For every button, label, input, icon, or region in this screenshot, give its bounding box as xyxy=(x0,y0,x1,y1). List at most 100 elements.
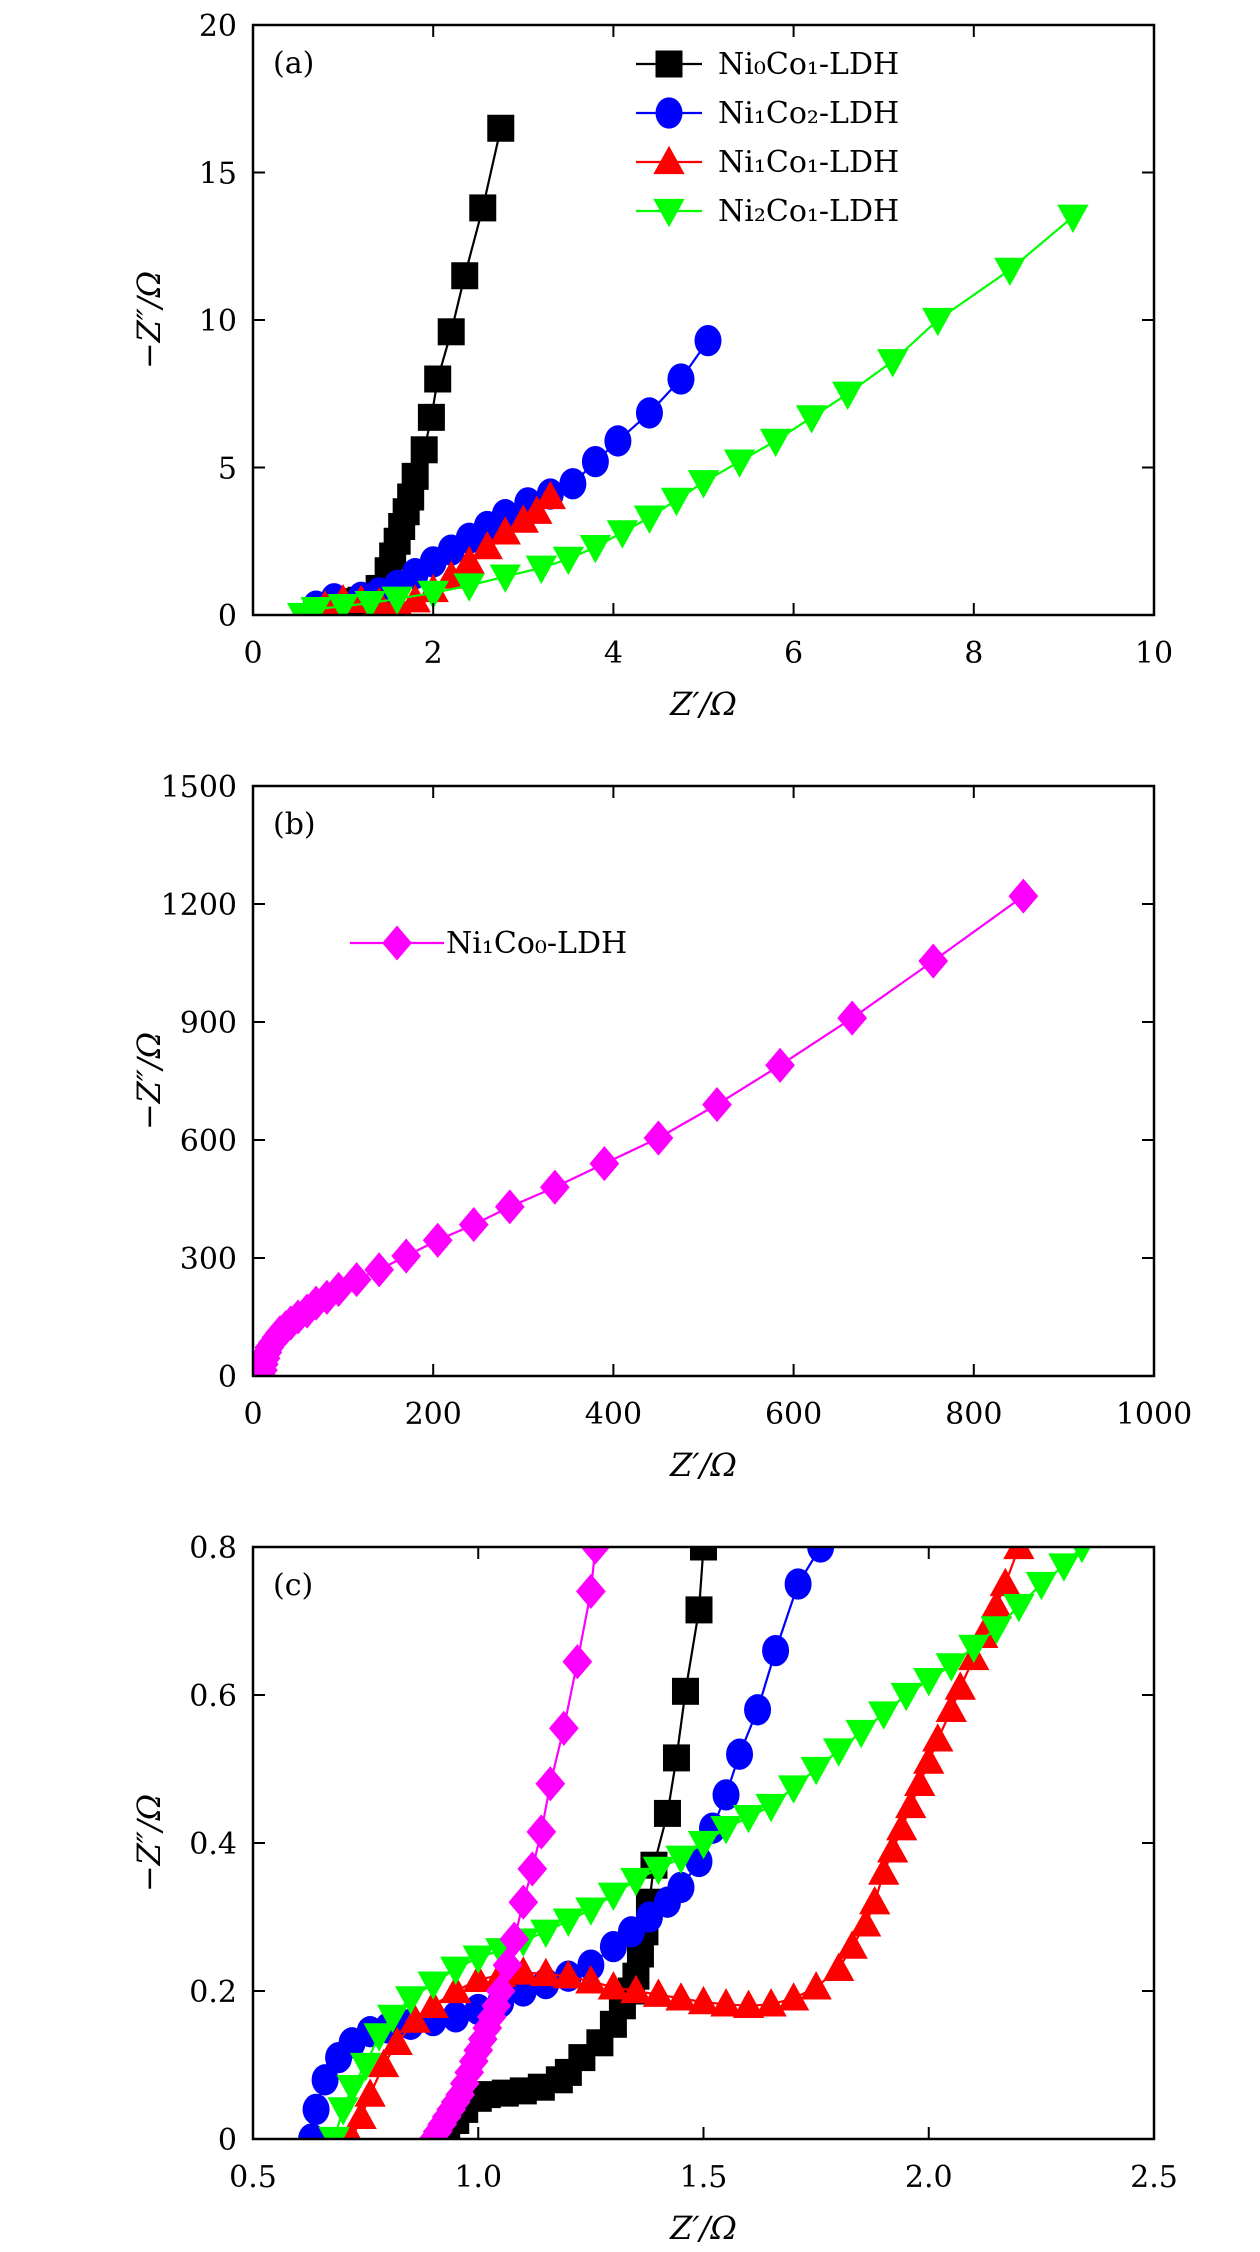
data-point xyxy=(341,1262,372,1298)
legend-label: Ni₁Co₂-LDH xyxy=(718,96,899,131)
data-point xyxy=(526,1814,557,1850)
data-point xyxy=(327,2097,359,2126)
y-tick-label: 0 xyxy=(218,599,237,634)
data-point xyxy=(665,1845,697,1874)
plot-area xyxy=(286,114,1089,615)
data-point xyxy=(401,462,429,490)
data-point xyxy=(980,1590,1012,1619)
data-point xyxy=(765,1047,795,1083)
data-point xyxy=(417,1989,449,2018)
data-point xyxy=(732,1804,765,1834)
data-point xyxy=(539,1169,570,1205)
data-point xyxy=(604,425,632,457)
data-point xyxy=(597,1971,630,2000)
data-point xyxy=(710,1988,742,2017)
data-point xyxy=(687,1830,720,1860)
data-point xyxy=(535,1766,566,1802)
legend-item: Ni₁Co₀-LDH xyxy=(350,925,627,961)
data-point xyxy=(562,1644,593,1680)
data-point xyxy=(1025,1571,1058,1601)
y-axis-label: −Z″/Ω xyxy=(130,1032,168,1130)
data-point xyxy=(795,405,828,434)
legend-label: Ni₂Co₁-LDH xyxy=(718,194,899,229)
data-point xyxy=(759,428,792,458)
data-point xyxy=(481,1988,512,2024)
y-tick-label: 5 xyxy=(218,452,237,487)
legend-item: Ni₀Co₁-LDH xyxy=(636,47,899,82)
data-point xyxy=(685,1596,713,1624)
data-point xyxy=(462,1963,494,1993)
data-point xyxy=(581,445,609,478)
data-point xyxy=(577,1949,605,1981)
data-point xyxy=(469,194,497,222)
data-point xyxy=(552,1908,585,1937)
data-point xyxy=(635,397,663,429)
data-point xyxy=(890,1682,922,1712)
data-point xyxy=(662,1744,690,1772)
data-point xyxy=(667,1871,695,1904)
data-point xyxy=(525,555,557,584)
data-point xyxy=(667,363,695,395)
data-point xyxy=(437,318,465,346)
data-point xyxy=(800,1756,832,1786)
y-tick-label: 10 xyxy=(199,304,237,339)
data-point xyxy=(323,1271,354,1308)
data-point xyxy=(712,1779,740,1811)
y-axis-label: −Z″/Ω xyxy=(130,271,168,369)
data-point xyxy=(312,1279,342,1315)
data-point xyxy=(687,1985,720,2015)
x-tick-label: 6 xyxy=(784,636,803,671)
data-point xyxy=(694,324,722,357)
data-point xyxy=(904,1767,936,1796)
x-axis-label: Z′/Ω xyxy=(669,1446,737,1484)
data-point xyxy=(1003,1594,1035,1623)
series-3 xyxy=(318,1547,1091,2139)
data-point xyxy=(381,586,413,615)
data-point xyxy=(576,1573,606,1609)
x-tick-label: 0 xyxy=(243,1397,262,1432)
data-point xyxy=(620,1867,652,1897)
data-point xyxy=(399,584,431,613)
data-point xyxy=(364,1252,394,1288)
data-point xyxy=(354,2078,386,2107)
legend-marker xyxy=(655,97,683,129)
series-1 xyxy=(298,324,722,615)
data-point xyxy=(822,1738,855,1767)
data-point xyxy=(381,2026,413,2055)
panel-label: (b) xyxy=(273,807,316,842)
x-tick-label: 0.5 xyxy=(229,2160,277,2195)
data-point xyxy=(442,2001,470,2033)
x-tick-label: 2.0 xyxy=(905,2160,953,2195)
data-point xyxy=(877,1834,909,1863)
legend-marker xyxy=(653,198,685,228)
series-line xyxy=(260,895,1025,1376)
data-point xyxy=(507,504,539,533)
series-0 xyxy=(253,878,1039,1376)
data-point xyxy=(660,487,693,517)
data-point xyxy=(579,535,612,564)
data-point xyxy=(1072,1547,1091,1564)
data-point xyxy=(458,1207,489,1243)
data-point xyxy=(1003,1547,1035,1560)
legend-item: Ni₂Co₁-LDH xyxy=(636,194,899,229)
data-point xyxy=(918,943,949,979)
legend-marker xyxy=(382,925,412,961)
data-point xyxy=(485,1973,516,2009)
data-point xyxy=(597,1882,630,1911)
x-tick-label: 4 xyxy=(604,636,623,671)
data-point xyxy=(822,1952,855,1981)
y-tick-label: 0 xyxy=(218,2123,237,2158)
y-tick-label: 15 xyxy=(199,157,237,192)
x-tick-label: 600 xyxy=(765,1397,822,1432)
data-point xyxy=(886,1812,918,1841)
plot-area xyxy=(253,878,1039,1376)
legend: Ni₁Co₀-LDH xyxy=(350,925,627,961)
data-point xyxy=(440,1974,472,2004)
data-point xyxy=(859,1886,891,1915)
x-tick-label: 8 xyxy=(964,636,983,671)
x-axis-label: Z′/Ω xyxy=(669,2209,737,2247)
legend-marker xyxy=(655,50,683,78)
y-tick-label: 1200 xyxy=(161,888,237,923)
y-tick-label: 1500 xyxy=(161,770,237,805)
